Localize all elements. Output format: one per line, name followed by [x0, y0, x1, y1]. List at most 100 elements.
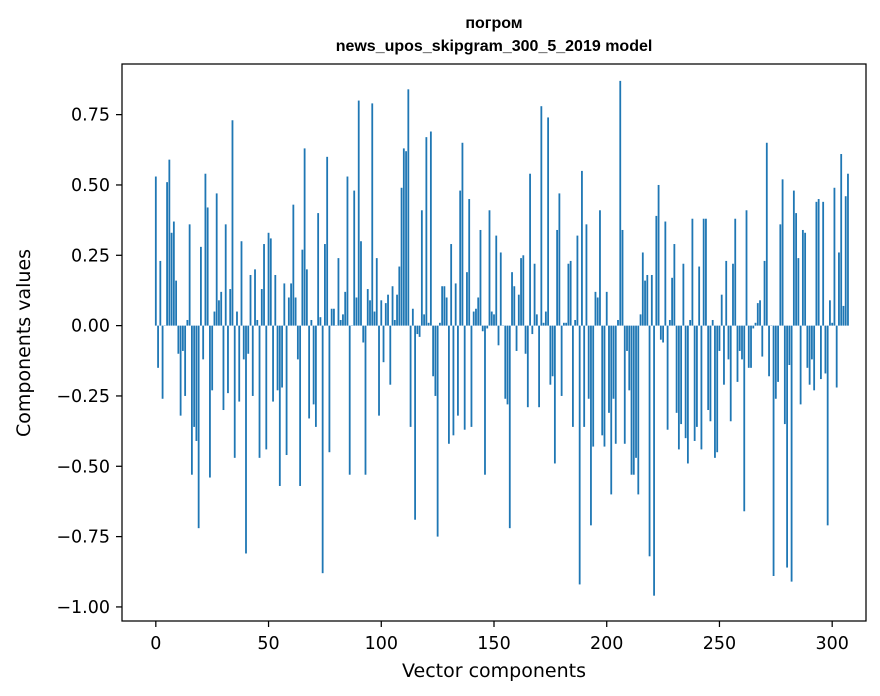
bar-14 [186, 319, 189, 326]
bar-69 [310, 319, 313, 326]
bar-196 [596, 297, 599, 326]
bar-66 [303, 148, 306, 326]
bar-56 [281, 325, 283, 388]
bar-60 [290, 283, 292, 326]
bar-206 [619, 80, 622, 326]
bar-115 [414, 325, 416, 520]
bar-137 [463, 325, 466, 430]
bar-244 [705, 218, 707, 326]
bar-110 [402, 148, 405, 326]
bar-212 [632, 325, 635, 475]
bar-92 [362, 325, 365, 343]
bar-216 [641, 252, 644, 326]
bar-192 [587, 325, 590, 399]
bar-295 [820, 325, 822, 380]
bar-122 [429, 131, 432, 326]
bar-100 [380, 300, 383, 326]
bar-13 [184, 325, 187, 396]
bar-180 [560, 325, 563, 396]
bar-22 [204, 173, 207, 326]
bar-251 [720, 294, 723, 326]
bar-160 [515, 325, 518, 351]
bar-168 [533, 263, 536, 326]
bar-59 [287, 297, 290, 326]
bar-51 [269, 238, 272, 326]
bar-46 [258, 325, 261, 458]
bar-261 [743, 325, 746, 512]
bar-16 [190, 325, 193, 475]
bar-45 [256, 319, 259, 326]
bar-282 [790, 325, 793, 582]
bar-184 [569, 260, 572, 326]
bar-55 [278, 325, 281, 486]
bar-143 [477, 297, 480, 326]
bar-27 [215, 193, 218, 326]
bar-130 [448, 325, 450, 444]
bar-17 [193, 325, 196, 427]
bar-222 [655, 215, 658, 326]
bar-136 [461, 142, 464, 326]
bar-52 [272, 325, 274, 402]
bar-68 [308, 325, 311, 419]
bar-237 [689, 319, 692, 326]
bar-188 [578, 325, 581, 585]
bar-73 [319, 317, 322, 326]
bar-247 [711, 319, 714, 326]
bar-139 [468, 199, 471, 326]
y-axis-label: Components values [13, 249, 35, 437]
bar-62 [294, 297, 297, 326]
bar-307 [847, 173, 849, 326]
bar-81 [337, 258, 340, 326]
bar-29 [220, 291, 223, 326]
bar-156 [506, 325, 509, 405]
bar-202 [610, 325, 613, 495]
bar-213 [635, 325, 637, 458]
bar-10 [177, 325, 180, 354]
bar-165 [526, 325, 529, 408]
bar-79 [333, 308, 335, 326]
bar-104 [389, 325, 392, 385]
bar-302 [835, 325, 838, 388]
bar-283 [792, 190, 795, 326]
bar-152 [497, 325, 500, 346]
bar-204 [614, 325, 617, 444]
bar-179 [558, 193, 561, 326]
x-tick-label: 200 [590, 634, 623, 654]
bar-201 [608, 325, 610, 413]
bar-266 [754, 322, 757, 326]
bar-8 [172, 221, 175, 326]
bar-96 [371, 103, 374, 326]
bar-99 [378, 325, 380, 416]
bar-63 [296, 325, 299, 360]
bar-102 [384, 303, 387, 326]
bar-297 [824, 325, 827, 374]
bar-225 [662, 325, 664, 343]
bar-186 [574, 319, 577, 326]
bar-21 [202, 325, 205, 360]
bar-0 [154, 176, 157, 326]
bar-175 [549, 325, 552, 385]
bar-77 [328, 325, 331, 453]
bar-199 [603, 325, 606, 447]
bar-61 [292, 204, 295, 326]
bar-197 [599, 210, 601, 326]
bar-162 [520, 258, 522, 326]
bar-105 [391, 286, 394, 326]
bar-109 [400, 187, 403, 326]
bar-178 [556, 229, 559, 326]
bar-98 [375, 258, 378, 326]
x-tick-label: 250 [703, 634, 736, 654]
bar-177 [553, 325, 556, 464]
bar-78 [330, 308, 333, 326]
bar-181 [562, 322, 565, 326]
bar-48 [263, 244, 265, 326]
x-axis-label: Vector components [402, 660, 586, 682]
bar-226 [664, 221, 667, 326]
bar-97 [373, 311, 376, 326]
bar-24 [209, 325, 211, 478]
bar-242 [700, 325, 703, 450]
bar-42 [249, 274, 252, 326]
bar-296 [822, 201, 825, 326]
bar-31 [224, 224, 227, 326]
bar-275 [774, 325, 777, 399]
